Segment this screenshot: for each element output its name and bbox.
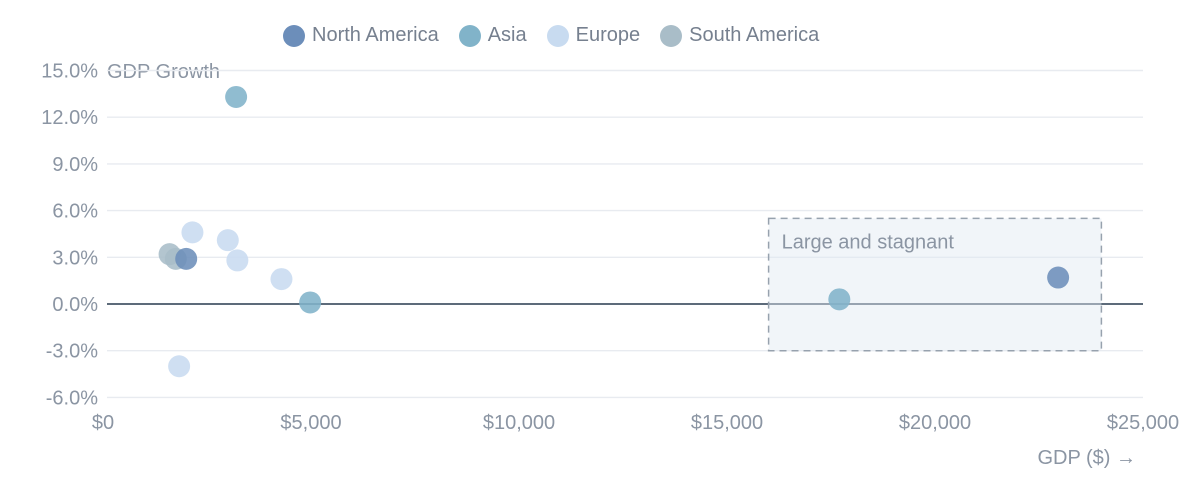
legend-dot-icon	[546, 24, 569, 47]
data-point-asia[interactable]	[299, 291, 322, 314]
x-tick-label: $0	[92, 412, 114, 434]
y-axis-title: GDP Growth	[107, 61, 220, 83]
x-tick-label: $15,000	[691, 412, 763, 434]
legend-dot-icon	[660, 24, 683, 47]
legend-label: Asia	[487, 24, 527, 46]
legend-dot-icon	[283, 24, 305, 47]
data-point-europe[interactable]	[226, 249, 249, 272]
legend-item-north-america[interactable]: North America	[283, 24, 439, 47]
data-point-asia[interactable]	[225, 85, 248, 108]
y-tick-label: -6.0%	[46, 387, 98, 409]
y-tick-label: 6.0%	[52, 201, 98, 223]
legend-item-south-america[interactable]: South America	[660, 24, 819, 47]
x-tick-label: $20,000	[899, 412, 971, 434]
legend-item-asia[interactable]: Asia	[458, 24, 527, 47]
data-point-europe[interactable]	[270, 268, 293, 291]
annotation-label: Large and stagnant	[782, 231, 955, 253]
legend-dot-icon	[458, 24, 481, 47]
annotation-box	[767, 217, 1103, 352]
data-point-north-america[interactable]	[175, 247, 198, 270]
data-point-europe[interactable]	[216, 229, 239, 252]
y-tick-label: 3.0%	[52, 247, 98, 269]
y-tick-label: 15.0%	[41, 60, 98, 82]
x-tick-label: $5,000	[280, 412, 341, 434]
x-tick-label: $10,000	[483, 412, 555, 434]
y-tick-label: 12.0%	[41, 107, 98, 129]
legend-label: North America	[312, 24, 439, 46]
legend-label: Europe	[575, 24, 641, 46]
data-point-asia[interactable]	[828, 288, 851, 311]
legend-item-europe[interactable]: Europe	[546, 24, 641, 47]
legend: North America Asia Europe South America	[283, 24, 819, 47]
y-tick-label: 0.0%	[52, 294, 98, 316]
x-tick-label: $25,000	[1107, 412, 1179, 434]
y-tick-label: -3.0%	[46, 341, 98, 363]
data-point-north-america[interactable]	[1047, 266, 1070, 289]
x-axis-title: GDP ($) →	[1037, 447, 1136, 469]
legend-label: South America	[689, 24, 820, 46]
data-point-europe[interactable]	[181, 221, 204, 244]
data-point-europe[interactable]	[168, 355, 191, 378]
y-tick-label: 9.0%	[52, 154, 98, 176]
